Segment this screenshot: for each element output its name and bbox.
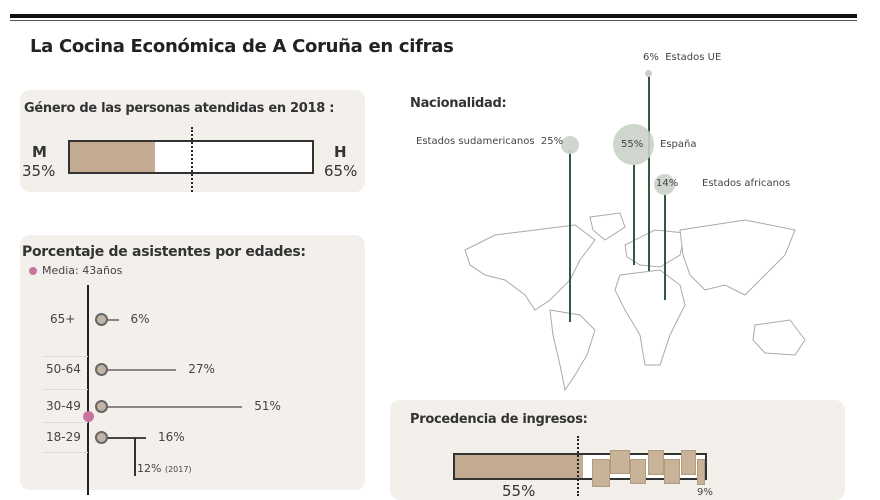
age-label: 65+ (50, 312, 76, 326)
income-segment (664, 459, 680, 484)
age-value: 6% (130, 312, 150, 326)
media-label: Media: 43años (42, 264, 123, 277)
age-bar-line (102, 437, 146, 439)
ages-heading: Porcentaje de asistentes por edades: (22, 244, 306, 260)
espana-circle (613, 124, 654, 165)
age-dot (95, 363, 108, 376)
asia (679, 219, 796, 296)
europe (624, 229, 686, 268)
midline (191, 127, 193, 192)
income-segment (592, 459, 610, 487)
gender-bar-fill-m (70, 142, 155, 172)
separator (42, 452, 88, 453)
income-segment (681, 450, 696, 475)
age-value: 51% (254, 399, 281, 413)
income-midline (577, 436, 579, 496)
africa-line (664, 195, 666, 300)
separator (42, 422, 88, 423)
australia (752, 319, 806, 356)
age-bar-line (102, 406, 243, 408)
income-segment (630, 459, 646, 484)
age-value: 27% (188, 362, 215, 376)
age-dot (95, 400, 108, 413)
h-label: H (334, 143, 347, 161)
income-main-value: 55% (502, 482, 536, 500)
africa (614, 269, 686, 366)
ue-circle (645, 70, 652, 77)
income-last-value: 9% (697, 487, 713, 498)
age-bar-line (102, 369, 177, 371)
prev-year-value: 12% (2017) (137, 462, 192, 475)
age-axis (87, 285, 89, 495)
age-value: 16% (158, 430, 185, 444)
top-rule (10, 14, 857, 18)
media-marker (83, 411, 94, 422)
ages-panel (20, 235, 365, 490)
age-label: 30-49 (46, 399, 81, 413)
top-rule-thin (10, 20, 857, 21)
espana-label: España (660, 139, 697, 150)
separator (42, 389, 88, 390)
income-main-fill (455, 455, 583, 478)
espana-line (633, 165, 635, 265)
espana-value: 55% (621, 139, 644, 150)
gender-heading: Género de las personas atendidas en 2018… (24, 101, 335, 116)
africa-label: Estados africanos (702, 178, 791, 189)
world-map (464, 212, 806, 392)
h-value: 65% (324, 162, 358, 180)
sa-circle (561, 136, 579, 154)
media-dot-icon (29, 267, 37, 275)
page-title: La Cocina Económica de A Coruña en cifra… (30, 36, 454, 57)
africa-circle (654, 174, 675, 195)
age-label: 50-64 (46, 362, 81, 376)
prev-year-marker (134, 438, 136, 476)
age-dot (95, 313, 108, 326)
sa-label: Estados sudamericanos 25% (416, 136, 564, 147)
nationality-heading: Nacionalidad: (410, 96, 507, 111)
greenland (589, 212, 626, 241)
separator (42, 356, 88, 357)
m-label: M (32, 143, 47, 161)
income-segment (697, 459, 705, 485)
ue-label: 6% Estados UE (643, 52, 722, 63)
income-segment (610, 450, 630, 474)
africa-value: 14% (656, 178, 679, 189)
income-heading: Procedencia de ingresos: (410, 412, 588, 427)
south-america (549, 309, 596, 392)
income-segment (648, 450, 664, 475)
north-america (464, 224, 596, 311)
ue-line (648, 73, 650, 271)
age-dot (95, 431, 108, 444)
m-value: 35% (22, 162, 56, 180)
sa-line (569, 150, 571, 322)
age-label: 18-29 (46, 430, 81, 444)
age-bar-line (102, 319, 119, 321)
